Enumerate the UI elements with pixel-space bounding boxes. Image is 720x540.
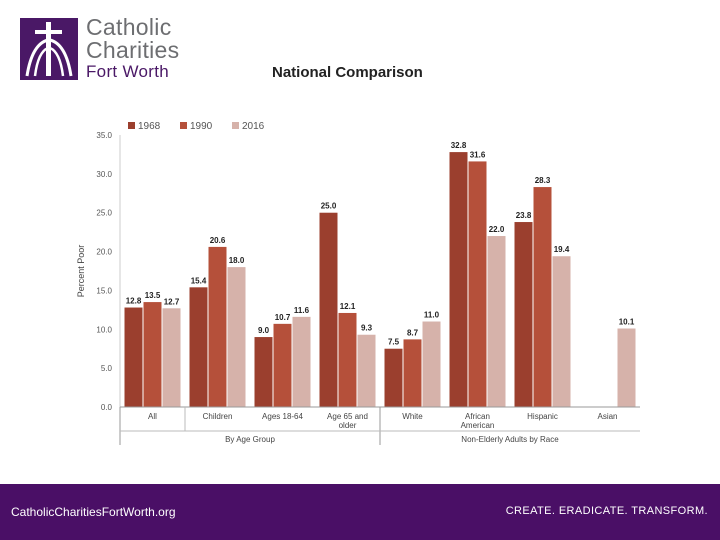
- bar: [384, 348, 403, 407]
- group-label: Non-Elderly Adults by Race: [461, 435, 559, 444]
- x-tick-label: All: [148, 412, 157, 421]
- bar: [514, 222, 533, 407]
- data-label: 19.4: [554, 245, 570, 254]
- x-tick-label: Asian: [597, 412, 617, 421]
- bar: [189, 287, 208, 407]
- footer-tagline: CREATE. ERADICATE. TRANSFORM.: [505, 505, 708, 517]
- bar: [449, 152, 468, 407]
- y-axis-label: Percent Poor: [76, 245, 86, 298]
- cross-logo-icon: [20, 18, 78, 80]
- data-label: 32.8: [451, 141, 467, 150]
- bar: [254, 337, 273, 407]
- bar: [338, 312, 357, 407]
- brand-name-line2: Charities: [86, 37, 180, 63]
- bar: [552, 256, 571, 407]
- y-tick-label: 30.0: [96, 170, 112, 179]
- bar: [487, 236, 506, 407]
- data-label: 7.5: [388, 338, 400, 347]
- bar: [403, 339, 422, 407]
- x-tick-label: African: [465, 412, 490, 421]
- y-tick-label: 35.0: [96, 131, 112, 140]
- footer-url-link[interactable]: CatholicCharitiesFortWorth.org: [11, 505, 176, 519]
- bar: [162, 308, 181, 407]
- data-label: 8.7: [407, 328, 419, 337]
- data-label: 10.1: [619, 318, 635, 327]
- bar: [227, 267, 246, 407]
- legend-swatch: [128, 122, 135, 129]
- bar: [533, 187, 552, 407]
- slide-title: National Comparison: [272, 64, 423, 81]
- x-tick-label: American: [461, 421, 495, 430]
- data-label: 25.0: [321, 202, 337, 211]
- x-tick-label: Ages 18-64: [262, 412, 303, 421]
- data-label: 10.7: [275, 313, 291, 322]
- data-label: 12.7: [164, 297, 180, 306]
- bar: [143, 302, 162, 407]
- footer-bar: CatholicCharitiesFortWorth.org CREATE. E…: [0, 484, 720, 540]
- legend-swatch: [180, 122, 187, 129]
- bar: [422, 321, 441, 407]
- bar: [468, 161, 487, 407]
- data-label: 18.0: [229, 256, 245, 265]
- legend-label: 1990: [190, 121, 213, 132]
- x-tick-label: Children: [203, 412, 233, 421]
- data-label: 12.8: [126, 297, 142, 306]
- legend-label: 2016: [242, 121, 265, 132]
- y-tick-label: 10.0: [96, 325, 112, 334]
- data-label: 9.3: [361, 324, 373, 333]
- brand-logo: Catholic Charities Fort Worth: [20, 14, 200, 82]
- poverty-bar-chart: 0.0 5.0 10.0 15.0 20.0 25.0 30.0 35.0 Percent Po…: [76, 121, 640, 445]
- data-label: 15.4: [191, 276, 207, 285]
- legend-label: 1968: [138, 121, 161, 132]
- brand-name: Catholic Charities Fort Worth: [86, 14, 180, 82]
- brand-name-line1: Catholic: [86, 14, 172, 40]
- data-label: 9.0: [258, 326, 270, 335]
- y-tick-label: 20.0: [96, 248, 112, 257]
- bar: [273, 323, 292, 407]
- legend-swatch: [232, 122, 239, 129]
- x-tick-label: older: [339, 421, 357, 430]
- group-label: By Age Group: [225, 435, 275, 444]
- bar: [617, 328, 636, 407]
- data-label: 20.6: [210, 236, 226, 245]
- data-label: 11.6: [294, 306, 310, 315]
- y-tick-label: 25.0: [96, 209, 112, 218]
- y-tick-label: 5.0: [101, 364, 113, 373]
- data-label: 31.6: [470, 150, 486, 159]
- bar: [124, 307, 143, 407]
- bar: [357, 334, 376, 407]
- y-tick-label: 15.0: [96, 286, 112, 295]
- data-label: 28.3: [535, 176, 551, 185]
- y-tick-label: 0.0: [101, 403, 113, 412]
- data-label: 22.0: [489, 225, 505, 234]
- data-label: 13.5: [145, 291, 161, 300]
- x-tick-label: White: [402, 412, 423, 421]
- data-label: 12.1: [340, 302, 356, 311]
- bar: [319, 212, 338, 407]
- brand-name-line3: Fort Worth: [86, 62, 169, 81]
- bar: [208, 246, 227, 407]
- data-label: 11.0: [424, 311, 440, 320]
- x-tick-label: Hispanic: [527, 412, 558, 421]
- bar: [292, 316, 311, 407]
- data-label: 23.8: [516, 211, 532, 220]
- x-tick-label: Age 65 and: [327, 412, 368, 421]
